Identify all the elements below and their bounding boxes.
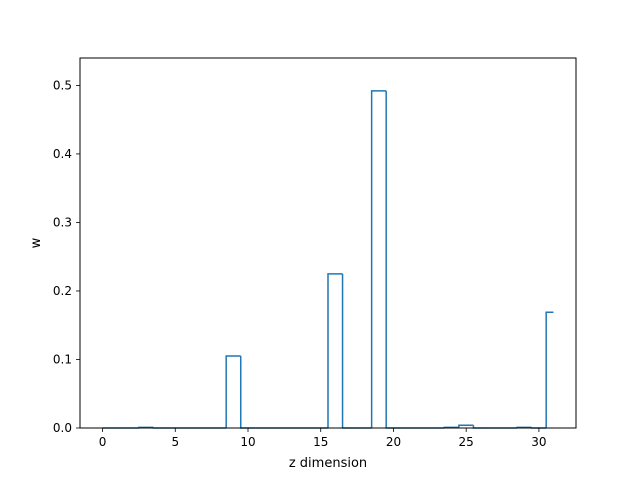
x-ticks: 0 5 10 15 20 25 30 <box>99 428 547 449</box>
x-tick-label: 15 <box>313 435 328 449</box>
x-tick-label: 30 <box>531 435 546 449</box>
y-tick-label: 0.5 <box>53 78 72 92</box>
y-ticks: 0.0 0.1 0.2 0.3 0.4 0.5 <box>53 78 80 435</box>
x-axis-label: z dimension <box>289 456 367 471</box>
y-tick-label: 0.0 <box>53 421 72 435</box>
step-segment <box>225 355 241 428</box>
step-segment <box>458 424 474 428</box>
x-tick-label: 25 <box>459 435 474 449</box>
x-tick-label: 10 <box>240 435 255 449</box>
step-segment <box>327 273 343 428</box>
plot-frame <box>79 57 577 429</box>
y-axis-label: w <box>29 237 44 248</box>
y-tick-label: 0.2 <box>53 284 72 298</box>
x-tick-label: 0 <box>99 435 107 449</box>
step-segment <box>370 90 387 428</box>
y-tick-label: 0.1 <box>53 352 72 366</box>
x-tick-label: 20 <box>386 435 401 449</box>
y-tick-label: 0.4 <box>53 147 72 161</box>
step-segment <box>545 311 554 428</box>
y-tick-label: 0.3 <box>53 215 72 229</box>
x-tick-label: 5 <box>171 435 179 449</box>
